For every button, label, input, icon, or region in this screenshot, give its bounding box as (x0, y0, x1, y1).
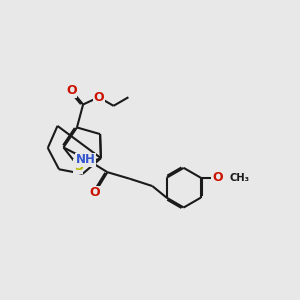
Text: NH: NH (76, 153, 96, 166)
Text: CH₃: CH₃ (230, 173, 250, 183)
Text: O: O (212, 171, 223, 184)
Text: O: O (66, 84, 77, 97)
Text: O: O (93, 91, 104, 104)
Text: O: O (89, 186, 100, 199)
Text: S: S (74, 160, 83, 173)
